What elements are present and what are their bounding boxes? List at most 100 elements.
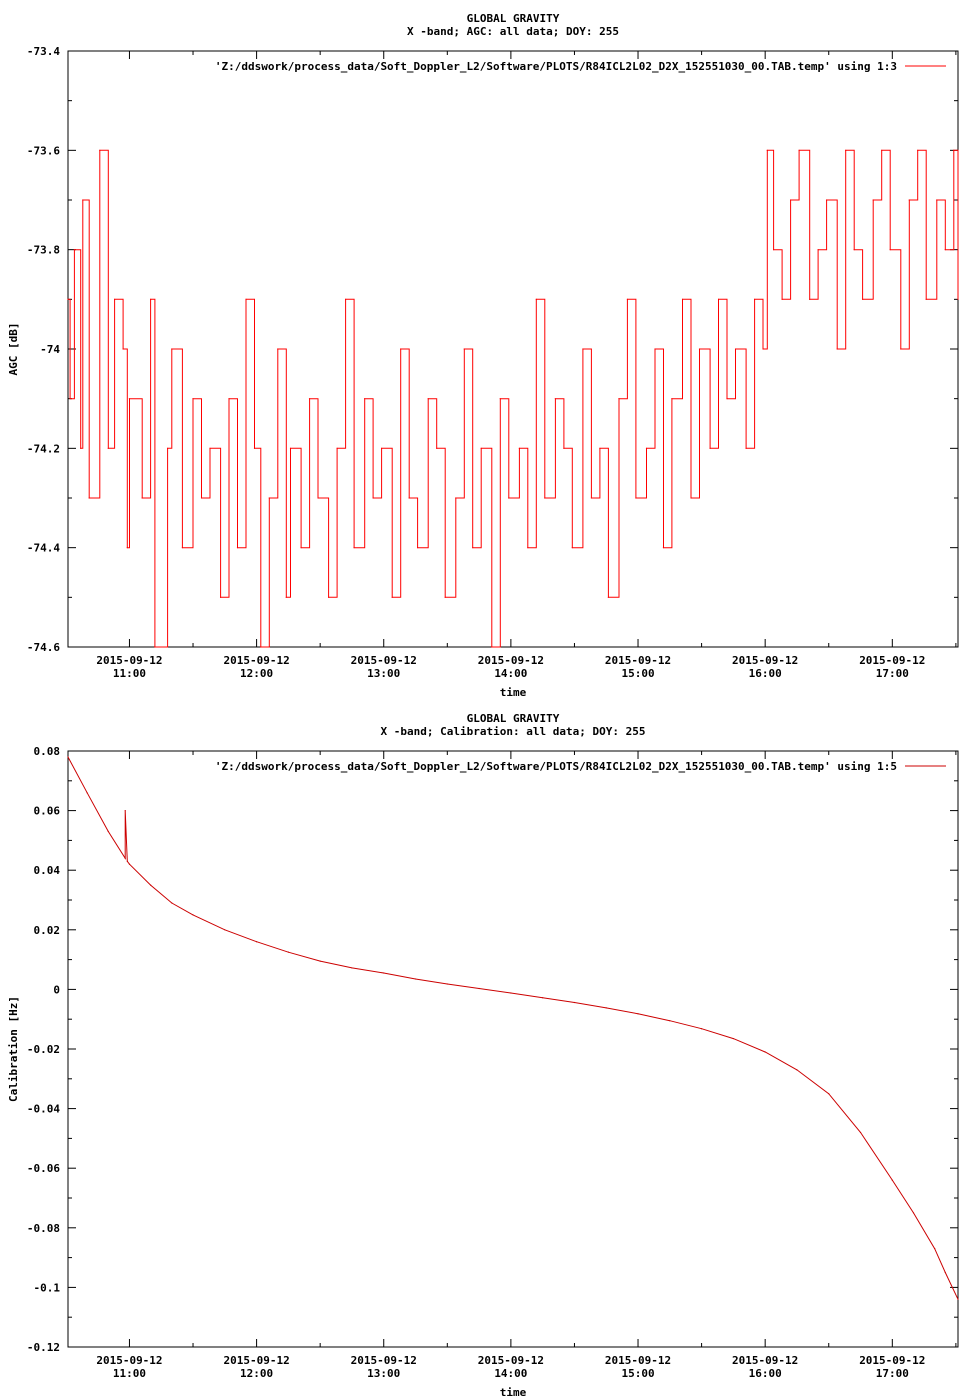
data-point <box>82 199 84 201</box>
data-point <box>455 497 457 499</box>
data-point <box>796 1069 798 1071</box>
x-tick-date: 2015-09-12 <box>351 1354 417 1367</box>
data-point <box>391 596 393 598</box>
data-point <box>114 298 116 300</box>
data-point <box>141 497 143 499</box>
data-point <box>726 398 728 400</box>
data-point <box>124 857 126 859</box>
x-tick-date: 2015-09-12 <box>859 1354 925 1367</box>
data-point <box>845 149 847 151</box>
x-tick-date: 2015-09-12 <box>605 654 671 667</box>
x-tick-date: 2015-09-12 <box>223 1354 289 1367</box>
data-point <box>128 398 131 400</box>
data-point <box>554 398 556 400</box>
x-tick-time: 17:00 <box>876 1367 909 1380</box>
data-point <box>817 249 819 251</box>
y-tick-label: -74.6 <box>27 641 60 654</box>
data-point <box>171 348 173 350</box>
data-point <box>209 447 211 449</box>
y-tick-label: -0.12 <box>27 1341 60 1354</box>
data-point <box>381 447 383 449</box>
data-point <box>637 1013 639 1015</box>
y-tick-label: 0.08 <box>34 745 61 758</box>
x-tick-time: 16:00 <box>749 1367 782 1380</box>
data-point <box>317 497 319 499</box>
data-point <box>809 298 811 300</box>
data-point <box>285 596 287 598</box>
x-tick-time: 14:00 <box>494 667 527 680</box>
x-tick-time: 15:00 <box>621 667 654 680</box>
data-point <box>762 348 764 350</box>
y-tick-label: 0.04 <box>34 864 61 877</box>
data-point <box>836 348 838 350</box>
data-point <box>626 298 629 300</box>
data-point <box>535 298 537 300</box>
y-tick-label: -0.08 <box>27 1222 60 1235</box>
data-point <box>228 398 230 400</box>
data-point <box>635 497 637 499</box>
data-point <box>872 199 874 201</box>
data-point <box>571 547 573 549</box>
legend-label: 'Z:/ddswork/process_data/Soft_Doppler_L2… <box>215 760 897 773</box>
data-point <box>408 497 410 499</box>
chart-subtitle: X -band; AGC: all data; DOY: 255 <box>407 25 619 38</box>
data-point <box>510 992 512 994</box>
data-point <box>542 997 544 999</box>
data-point <box>781 298 783 300</box>
data-point <box>383 972 385 974</box>
data-point <box>499 398 501 400</box>
data-point <box>192 914 194 916</box>
x-tick-time: 16:00 <box>749 667 782 680</box>
data-point <box>957 1298 959 1300</box>
data-point <box>255 941 258 943</box>
series-line <box>68 149 959 648</box>
chart-title: GLOBAL GRAVITY <box>467 12 560 25</box>
x-axis-label: time <box>500 1386 527 1399</box>
plot-frame <box>67 50 959 648</box>
data-point <box>444 596 446 598</box>
data-point <box>862 298 864 300</box>
data-point <box>344 298 347 300</box>
y-tick-label: 0 <box>53 983 60 996</box>
x-tick-time: 12:00 <box>240 667 273 680</box>
data-point <box>944 1271 946 1274</box>
data-point <box>300 547 302 549</box>
data-point <box>859 1131 862 1134</box>
y-axis-label: Calibration [Hz] <box>7 996 20 1102</box>
data-point <box>253 447 256 449</box>
data-point <box>287 951 289 953</box>
data-point <box>200 497 203 499</box>
data-point <box>80 447 82 449</box>
data-point <box>934 1248 936 1250</box>
x-tick-time: 17:00 <box>876 667 909 680</box>
data-point <box>881 149 883 151</box>
legend: 'Z:/ddswork/process_data/Soft_Doppler_L2… <box>215 760 946 773</box>
data-point <box>353 547 355 549</box>
data-point <box>126 860 128 862</box>
plot-frame <box>67 750 959 1348</box>
x-tick-time: 11:00 <box>113 667 146 680</box>
data-point <box>86 792 88 794</box>
x-tick-date: 2015-09-12 <box>223 654 289 667</box>
x-axis-label: time <box>500 686 527 699</box>
data-point <box>268 497 270 499</box>
data-point <box>527 547 529 549</box>
data-point <box>826 199 828 201</box>
data-point <box>590 497 593 499</box>
data-point <box>472 547 474 549</box>
data-point <box>463 348 465 350</box>
data-point <box>245 298 247 300</box>
data-point <box>925 298 927 300</box>
data-point <box>88 497 90 499</box>
data-point <box>67 756 69 758</box>
data-point <box>277 348 279 350</box>
data-point <box>491 646 493 648</box>
data-point <box>351 967 353 969</box>
x-tick-time: 13:00 <box>367 667 400 680</box>
data-point <box>150 298 152 300</box>
data-point <box>645 447 648 449</box>
x-tick-date: 2015-09-12 <box>351 654 417 667</box>
data-point <box>289 447 292 449</box>
data-point <box>582 348 584 350</box>
data-point <box>414 978 417 980</box>
